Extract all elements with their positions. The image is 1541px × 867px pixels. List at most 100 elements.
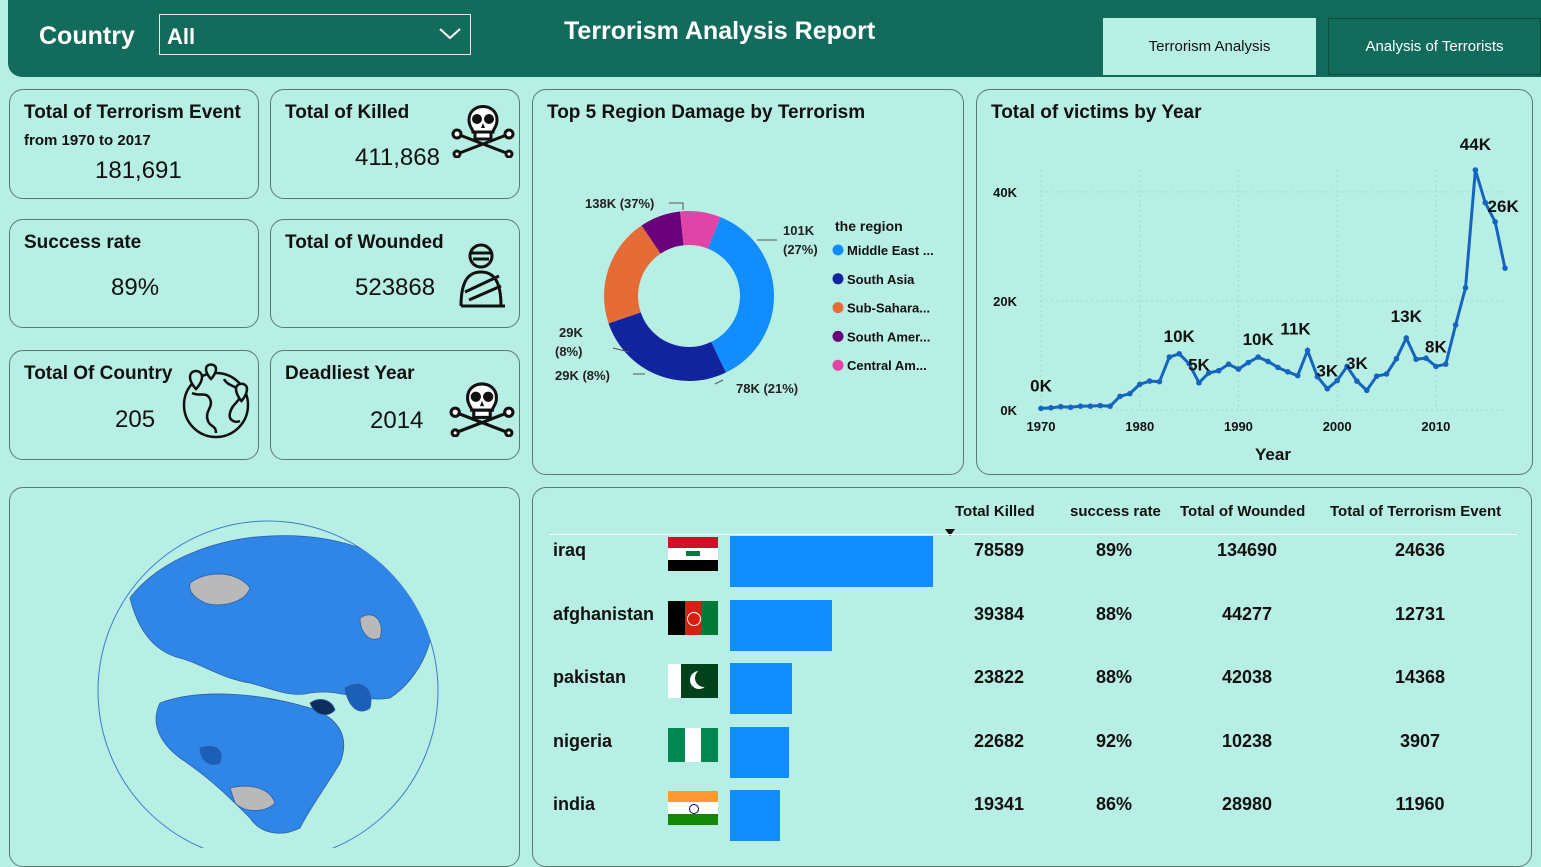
table-row[interactable]: iraq 78589 89% 134690 24636 [533,536,1531,596]
total-killed-cell: 23822 [973,667,1025,687]
data-point-2015[interactable] [1482,199,1489,206]
donut-slice-0[interactable] [707,217,774,373]
data-point-1999[interactable] [1324,385,1331,392]
chart-title: Top 5 Region Damage by Terrorism [547,102,866,123]
country-flag-nigeria [668,727,718,762]
legend-item-0[interactable]: Middle East ... [847,243,934,258]
data-point-2012[interactable] [1452,322,1459,328]
data-label-10: 26K [1488,197,1520,216]
sort-desc-icon[interactable] [945,524,955,542]
data-point-1977[interactable] [1107,403,1113,409]
data-point-1987[interactable] [1206,370,1212,376]
killed-bar[interactable] [730,599,832,651]
data-point-2001[interactable] [1344,363,1350,370]
data-point-2005[interactable] [1383,371,1390,377]
donut-slice-3[interactable] [641,211,684,254]
data-point-1995[interactable] [1285,369,1291,375]
column-header-success-rate[interactable]: success rate [1070,503,1161,520]
data-point-2009[interactable] [1423,355,1429,361]
column-header-total-events[interactable]: Total of Terrorism Event [1330,503,1502,520]
country-name: pakistan [553,667,627,687]
data-point-2010[interactable] [1433,363,1439,370]
chevron-down-icon[interactable] [438,23,462,49]
success-rate-cell: 88% [1095,667,1133,687]
data-point-2006[interactable] [1393,355,1400,362]
data-point-1993[interactable] [1265,358,1271,365]
donut-slice-4[interactable] [680,211,721,249]
data-point-2017[interactable] [1502,265,1508,271]
killed-bar[interactable] [730,726,789,778]
total-wounded-cell: 42038 [1221,667,1273,687]
legend-item-3[interactable]: South Amer... [847,329,930,344]
legend-marker-1[interactable] [832,273,844,285]
data-point-1998[interactable] [1314,373,1321,380]
data-point-1983[interactable] [1166,354,1173,360]
data-point-1984[interactable] [1176,351,1183,357]
data-point-1978[interactable] [1117,393,1123,400]
table-row[interactable]: nigeria 22682 92% 10238 3907 [533,726,1531,787]
tab-terrorism-analysis[interactable]: Terrorism Analysis [1103,18,1316,75]
total-wounded-cell: 28980 [1221,794,1273,814]
data-point-2008[interactable] [1413,356,1419,363]
data-point-2011[interactable] [1442,361,1449,367]
table-row[interactable]: india 19341 86% 28980 11960 [533,790,1531,850]
data-point-1986[interactable] [1196,379,1202,386]
data-point-1990[interactable] [1235,366,1242,372]
data-point-1974[interactable] [1077,403,1084,409]
killed-bar[interactable] [730,536,933,587]
total-killed-cell: 19341 [973,794,1025,814]
table-row[interactable]: pakistan 23822 88% 42038 14368 [533,663,1531,723]
world-map[interactable] [10,488,519,848]
legend-item-1[interactable]: South Asia [847,272,915,287]
line-chart[interactable]: 0K 20K 40K 1970 1980 1990 2000 2010 Year 0K 10K 5K 1… [977,90,1532,474]
column-header-total-killed[interactable]: Total Killed [955,503,1035,520]
killed-bar[interactable] [730,663,792,714]
total-events-cell: 24636 [1394,540,1446,560]
data-point-2002[interactable] [1354,378,1360,384]
data-point-1989[interactable] [1225,361,1232,367]
kpi-card-success: Success rate 89% [9,219,259,328]
country-name: nigeria [553,730,613,751]
data-point-1972[interactable] [1057,403,1064,410]
success-rate-cell: 89% [1095,540,1133,560]
data-point-2000[interactable] [1334,377,1340,384]
data-point-1980[interactable] [1136,381,1143,388]
kpi-value: 205 [115,406,156,433]
data-point-1997[interactable] [1304,347,1311,354]
data-point-1988[interactable] [1215,367,1222,374]
data-point-2003[interactable] [1363,387,1370,394]
data-point-2016[interactable] [1492,219,1498,225]
country-dropdown[interactable]: All [159,14,471,55]
data-point-2007[interactable] [1403,335,1410,341]
data-point-1991[interactable] [1245,359,1252,366]
tab-analysis-of-terrorists[interactable]: Analysis of Terrorists [1328,18,1541,75]
donut-slice-1[interactable] [608,312,726,381]
data-point-1973[interactable] [1067,404,1074,411]
donut-chart[interactable]: 138K (37%) 101K (27%) 78K (21%) 29K (8%) 29K (… [533,90,963,474]
legend-marker-4[interactable] [832,359,844,371]
legend-item-2[interactable]: Sub-Sahara... [847,301,930,316]
legend-marker-0[interactable] [832,244,844,256]
killed-bar[interactable] [730,790,780,841]
data-point-1975[interactable] [1087,403,1094,409]
data-point-1996[interactable] [1294,372,1301,379]
data-point-1979[interactable] [1127,390,1133,397]
donut-slice-2[interactable] [604,225,661,324]
data-point-1976[interactable] [1097,402,1104,409]
data-point-1994[interactable] [1275,364,1281,371]
data-point-2014[interactable] [1472,167,1479,173]
column-header-total-wounded[interactable]: Total of Wounded [1180,503,1306,520]
legend-marker-2[interactable] [832,302,844,314]
data-point-1985[interactable] [1186,360,1192,367]
data-point-2013[interactable] [1462,285,1469,291]
legend-item-4[interactable]: Central Am... [847,358,927,373]
data-point-1982[interactable] [1156,378,1163,385]
table-row[interactable]: afghanistan 39384 88% 44277 12731 [533,599,1531,660]
legend-marker-3[interactable] [832,330,844,342]
data-point-1971[interactable] [1048,405,1054,411]
data-point-1992[interactable] [1255,354,1261,360]
data-point-1981[interactable] [1146,378,1153,384]
data-point-1970[interactable] [1038,405,1044,412]
header-divider [549,534,1517,535]
data-point-2004[interactable] [1373,373,1380,379]
